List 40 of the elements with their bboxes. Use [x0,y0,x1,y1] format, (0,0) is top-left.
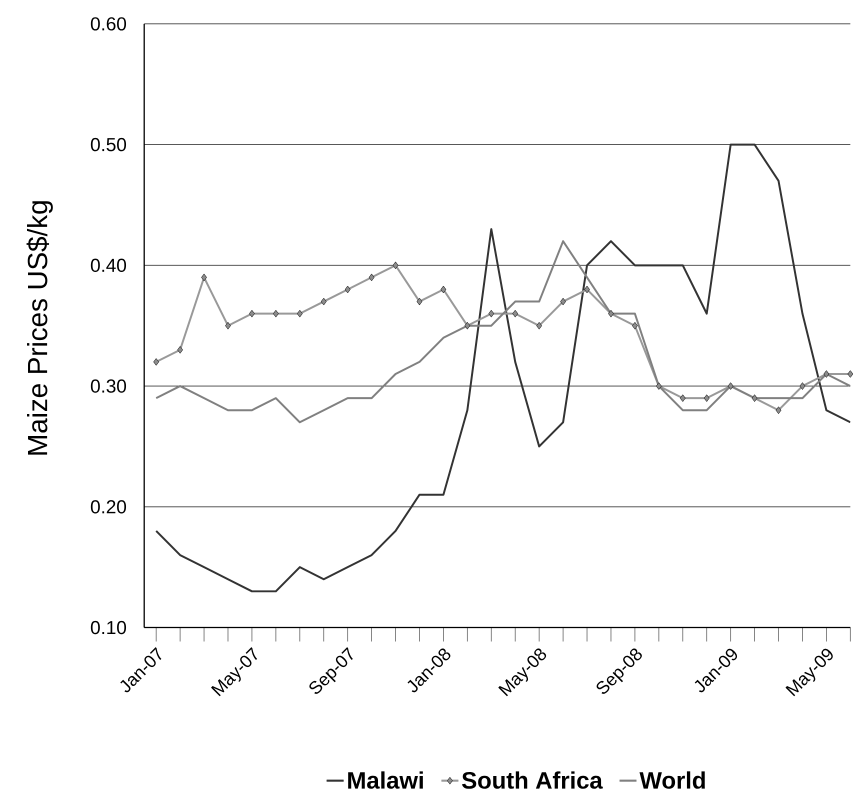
y-tick-label: 0.10 [90,621,126,634]
point [296,310,303,318]
point [273,310,279,318]
legend-label: South Africa [462,772,603,789]
legend-label: World [639,772,705,789]
point [800,382,806,390]
y-tick-label: 0.30 [90,380,126,393]
y-tick-label: 0.20 [90,500,126,514]
point [177,346,183,354]
point [392,262,398,270]
point [201,274,207,282]
point [416,298,422,306]
y-tick-label: 0.40 [90,258,126,272]
legend-label: Malawi [348,772,423,789]
point [752,394,758,402]
point [680,394,686,402]
point [320,298,327,306]
y-axis-title: Maize Prices US$/kg [26,201,53,455]
point [632,322,638,330]
point [560,298,566,306]
point [249,310,255,318]
point [608,310,614,318]
point [704,394,710,402]
point [225,322,231,330]
point [776,406,782,414]
point [656,382,662,390]
point [368,274,374,282]
y-tick-label: 0.50 [90,138,126,152]
point [488,310,494,318]
y-tick-label: 0.60 [90,17,126,31]
point [440,286,446,294]
point [847,370,854,378]
point [536,322,542,330]
point [824,370,830,378]
point [584,286,590,294]
point [728,382,734,390]
point [464,322,470,330]
point [344,286,351,294]
point [153,358,160,366]
point [512,310,518,318]
